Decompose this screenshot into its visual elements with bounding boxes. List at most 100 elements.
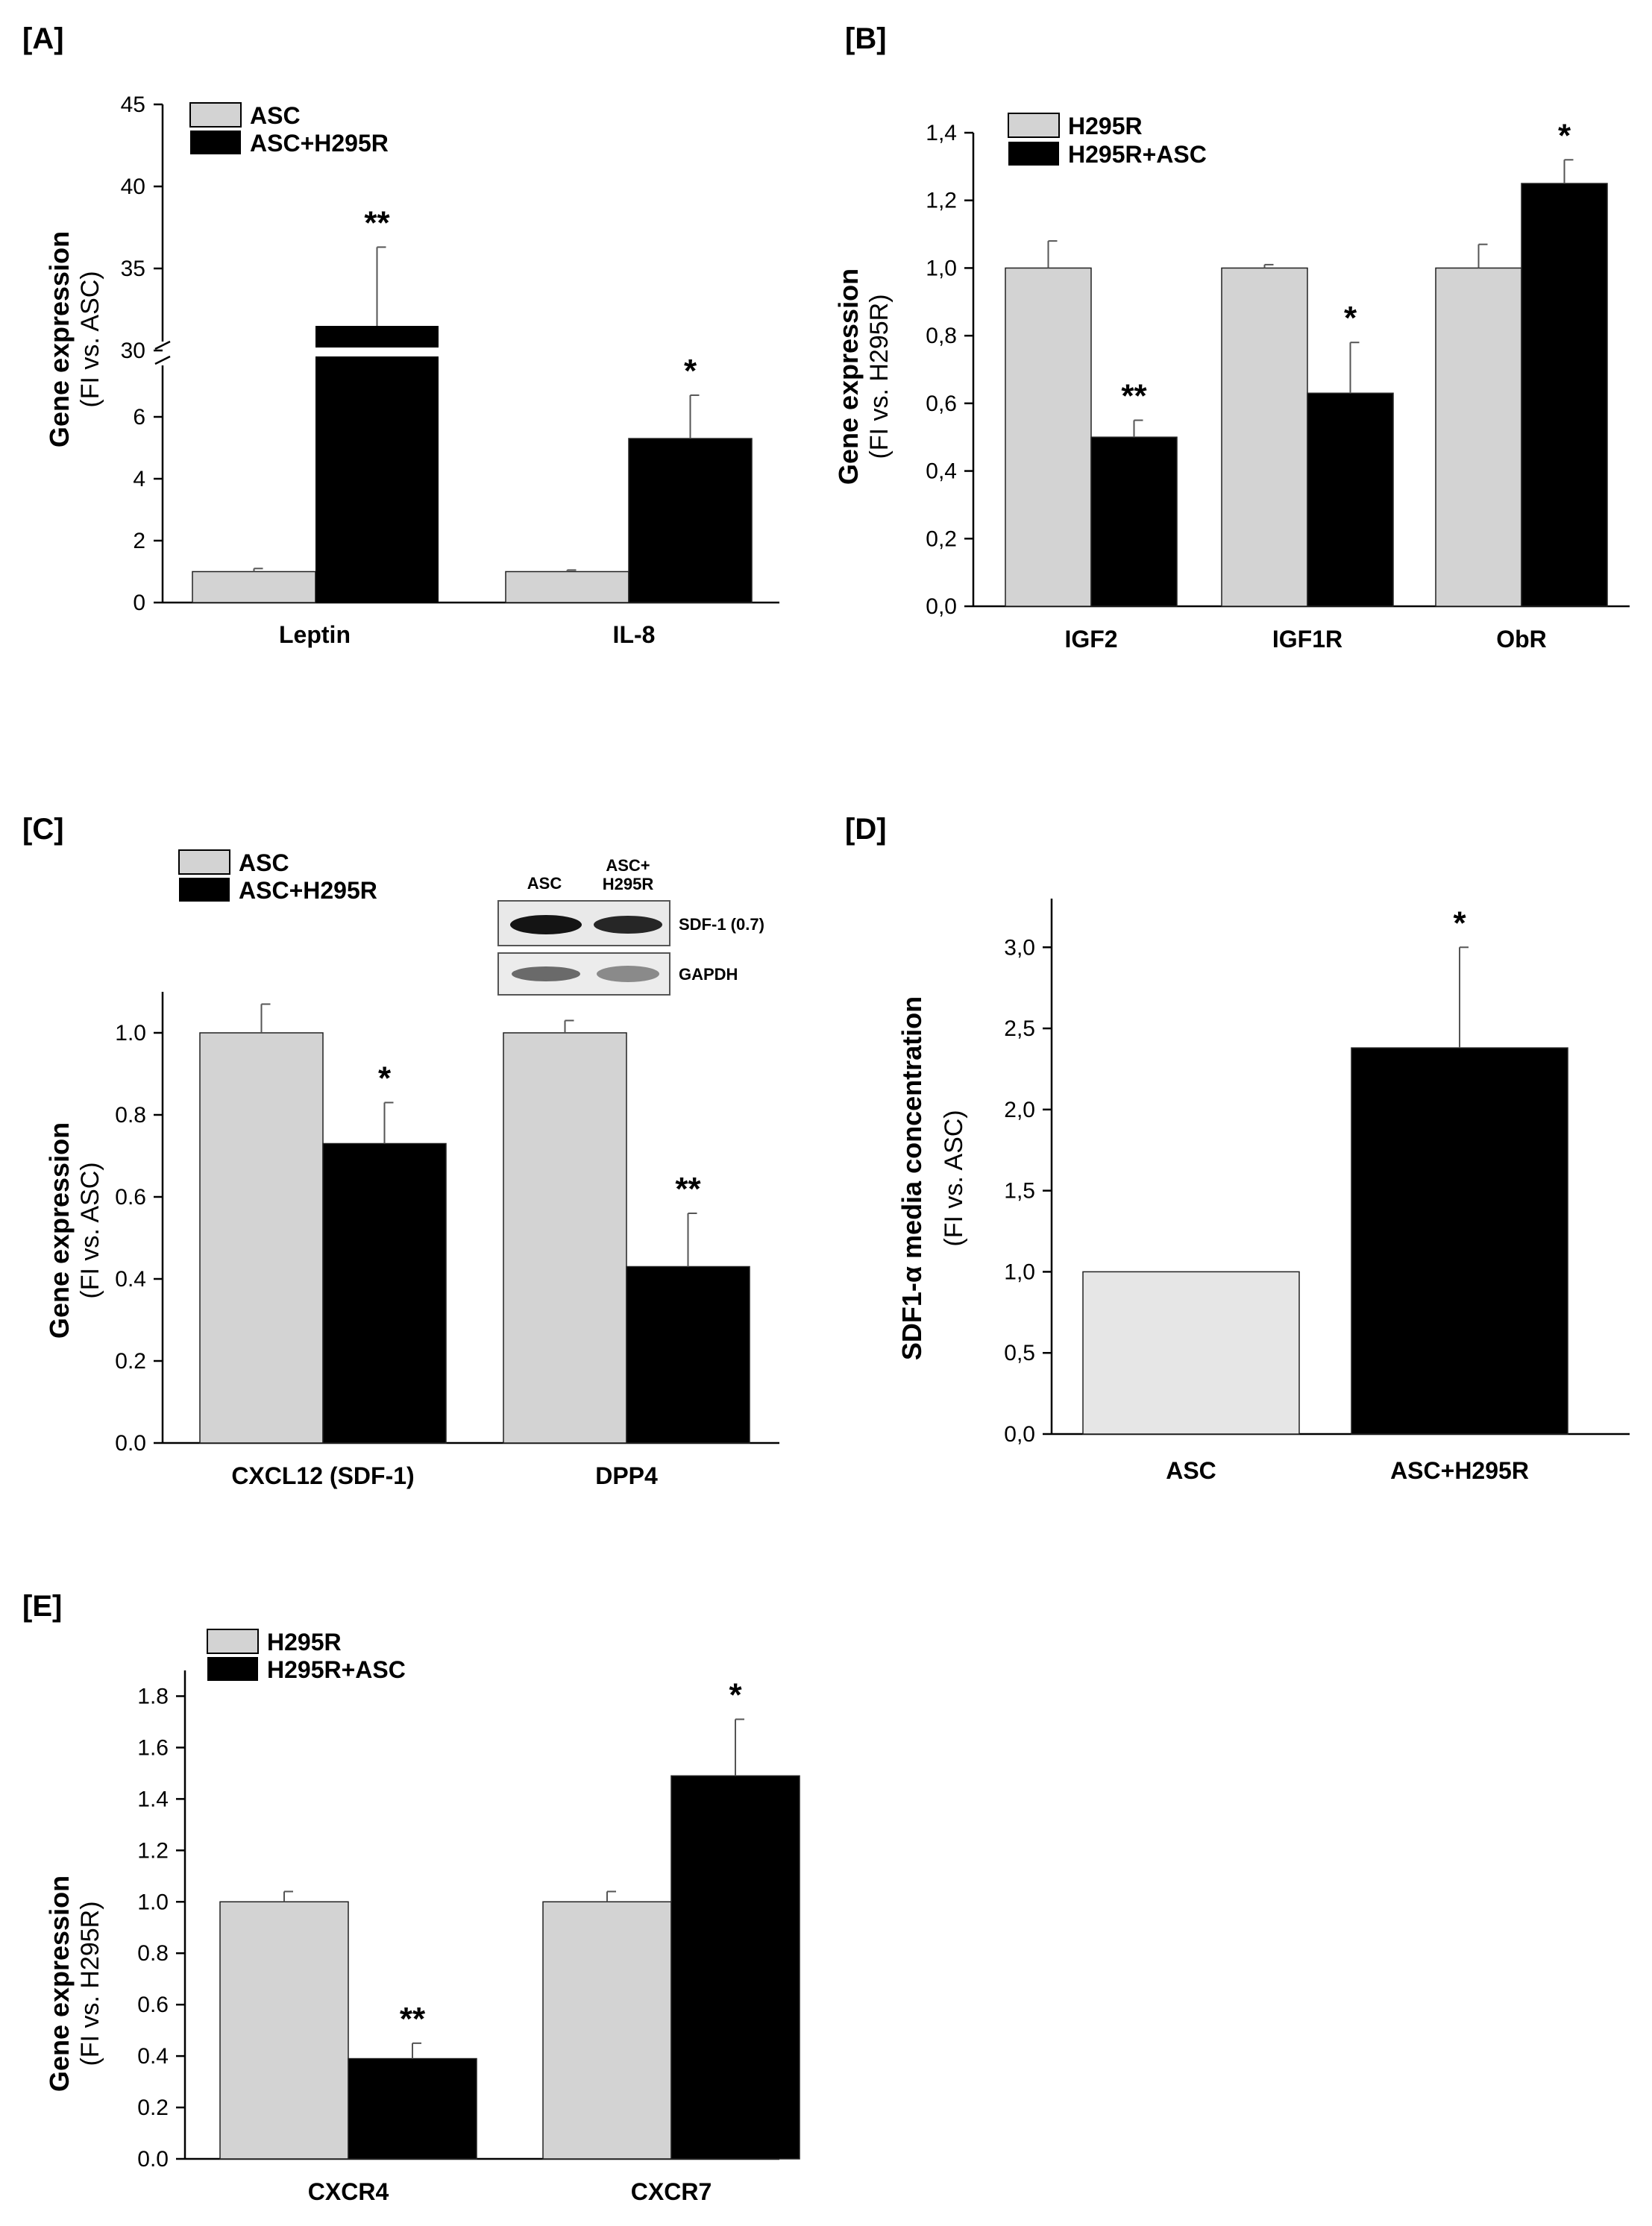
panel-e-label: [E] [22,1590,62,1623]
panel-c-ylabel: Gene expression [44,1122,75,1339]
blot-row-label-sdf1: SDF-1 (0.7) [679,915,764,934]
ytick-label: 0,8 [926,324,957,348]
ytick-label: 1.6 [137,1735,169,1760]
significance-marker: * [1558,117,1571,154]
bar [1090,436,1178,607]
panel-a-ytick: 6 [133,405,145,430]
panel-a-label: [A] [22,22,64,55]
category-label: ASC [1166,1457,1216,1484]
ytick-label: 0.8 [137,1941,169,1966]
ytick-label: 1,2 [926,189,957,213]
category-label: DPP4 [595,1462,658,1489]
ytick-label: 0.4 [115,1267,146,1292]
panel-b: [B] Gene expression (FI vs. H295R) 0,0 0,… [833,22,1630,653]
legend-label-h295r: H295R [267,1629,342,1656]
category-label: ASC+H295R [1390,1457,1529,1484]
bar [1521,183,1608,607]
ytick-label: 1.0 [137,1890,169,1914]
ytick-label: 1.0 [115,1021,146,1046]
panel-a-ylabel-sub: (FI vs. ASC) [76,271,104,407]
panel-a-ytick: 30 [121,339,145,363]
ytick-label: 0.0 [115,1431,146,1456]
significance-marker: ** [400,2001,426,2037]
bar [1435,267,1522,607]
legend-label-coculture: ASC+H295R [239,877,377,904]
ytick-label: 0.6 [137,1993,169,2017]
panel-d-ylabel-sub: (FI vs. ASC) [940,1110,968,1246]
ytick-label: 0,6 [926,392,957,416]
panel-a: [A] Gene expression (FI vs. ASC) 0 2 4 6… [22,22,779,648]
bar [503,1032,627,1444]
significance-marker: * [684,353,697,389]
blot-band-gapdh-asc [512,966,580,981]
bar [505,570,629,603]
ytick-label: 0.8 [115,1103,146,1128]
ytick-label: 0,0 [926,594,957,619]
panel-b-marks: ** IGF2 * IGF1R * ObR [1005,117,1608,653]
panel-a-axis-break [154,340,171,365]
panel-d: [D] SDF1-α media concentration (FI vs. A… [845,813,1630,1484]
bar [542,1901,672,2160]
ytick-label: 1,5 [1004,1179,1035,1204]
bar [1221,267,1308,607]
bar [1351,1047,1568,1435]
blot-band-sdf1-asc [510,915,582,934]
ytick-label: 2,5 [1004,1016,1035,1041]
legend-swatch-coculture [179,878,230,902]
ytick-label: 2,0 [1004,1098,1035,1122]
ytick-label: 1,0 [926,256,957,280]
legend-label-asc: ASC [239,849,289,876]
western-blot-inset: ASC ASC+ H295R SDF-1 (0.7) GAPDH [497,856,764,996]
ytick-label: 0.4 [137,2044,169,2069]
bar [1082,1271,1300,1435]
legend-swatch-coculture [190,131,241,154]
panel-d-ylabel: SDF1-α media concentration [896,996,927,1360]
ytick-label: 3,0 [1004,935,1035,960]
ytick-label: 0,2 [926,526,957,551]
panel-a-ytick: 4 [133,467,145,491]
panel-a-ytick: 0 [133,591,145,615]
bar [628,438,753,603]
panel-a-ytick: 35 [121,257,145,281]
significance-marker: * [729,1677,742,1714]
ytick-label: 1.2 [137,1838,169,1863]
panel-b-ylabel: Gene expression [833,268,864,485]
category-label: CXCR4 [308,2178,389,2205]
panel-e: [E] Gene expression (FI vs. H295R) 0.0 0.… [22,1590,800,2205]
panel-c-marks: * CXCL12 (SDF-1) ** DPP4 [199,1003,750,1489]
panel-b-ylabel-sub: (FI vs. H295R) [865,294,893,459]
category-label: CXCR7 [631,2178,712,2205]
category-label: CXCL12 (SDF-1) [231,1462,414,1489]
legend-swatch-h295r [1008,113,1060,138]
blot-row-label-gapdh: GAPDH [679,965,738,984]
legend-swatch-h295r [207,1629,259,1654]
ytick-label: 1,4 [926,121,957,145]
category-label: IGF2 [1064,626,1117,653]
blot-col-label-asc-plus: ASC+ [606,856,650,875]
ytick-label: 0.6 [115,1185,146,1210]
panel-a-ylabel: Gene expression [44,231,75,447]
bar [626,1266,750,1444]
panel-e-ylabel: Gene expression [44,1876,75,2092]
bar [322,1142,447,1444]
legend-swatch-coculture [207,1657,258,1681]
panel-b-label: [B] [845,22,887,55]
panel-c: [C] Gene expression (FI vs. ASC) 0.0 0.2 0… [22,813,779,1489]
bar [192,570,316,603]
panel-c-label: [C] [22,813,64,846]
panel-a-category-il8: IL-8 [613,621,656,648]
panel-d-marks: ASC * ASC+H295R [1082,905,1568,1484]
blot-col-label-h295r: H295R [603,875,654,893]
category-label: IGF1R [1272,626,1342,653]
category-label: ObR [1496,626,1547,653]
ytick-label: 1.4 [137,1787,169,1811]
panel-d-label: [D] [845,813,887,846]
bar [315,356,439,603]
legend-label-coculture: ASC+H295R [250,130,389,157]
significance-marker: * [378,1060,392,1097]
panel-a-ytick: 45 [121,92,145,117]
blot-band-sdf1-coculture [594,916,662,934]
blot-col-label-asc: ASC [527,874,562,893]
bar [315,326,439,348]
